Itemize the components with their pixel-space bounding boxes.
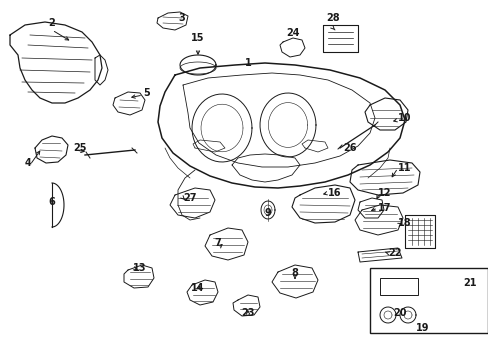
Text: 10: 10 (397, 113, 411, 123)
Text: 8: 8 (291, 268, 298, 278)
Text: 25: 25 (73, 143, 86, 153)
Text: 17: 17 (377, 203, 391, 213)
Text: 26: 26 (342, 143, 356, 153)
Text: 12: 12 (377, 188, 391, 198)
Text: 18: 18 (397, 218, 411, 228)
Text: 6: 6 (48, 197, 55, 207)
Text: 23: 23 (241, 308, 254, 318)
Text: 16: 16 (327, 188, 341, 198)
Text: 2: 2 (48, 18, 55, 28)
Text: 7: 7 (214, 238, 221, 248)
Text: 14: 14 (191, 283, 204, 293)
Text: 13: 13 (133, 263, 146, 273)
Text: 21: 21 (462, 278, 475, 288)
Text: 27: 27 (183, 193, 196, 203)
Text: 9: 9 (264, 208, 271, 218)
Text: 15: 15 (191, 33, 204, 43)
Text: 28: 28 (325, 13, 339, 23)
Text: 4: 4 (24, 158, 31, 168)
Text: 5: 5 (142, 88, 149, 98)
Text: 20: 20 (392, 308, 406, 318)
Bar (379, 278, 417, 295)
Text: 24: 24 (285, 28, 299, 38)
Text: 11: 11 (397, 163, 411, 173)
Text: 3: 3 (178, 13, 184, 23)
Text: 22: 22 (387, 248, 401, 258)
Bar (369, 268, 487, 333)
Text: 19: 19 (415, 323, 429, 333)
Text: 1: 1 (244, 58, 251, 68)
